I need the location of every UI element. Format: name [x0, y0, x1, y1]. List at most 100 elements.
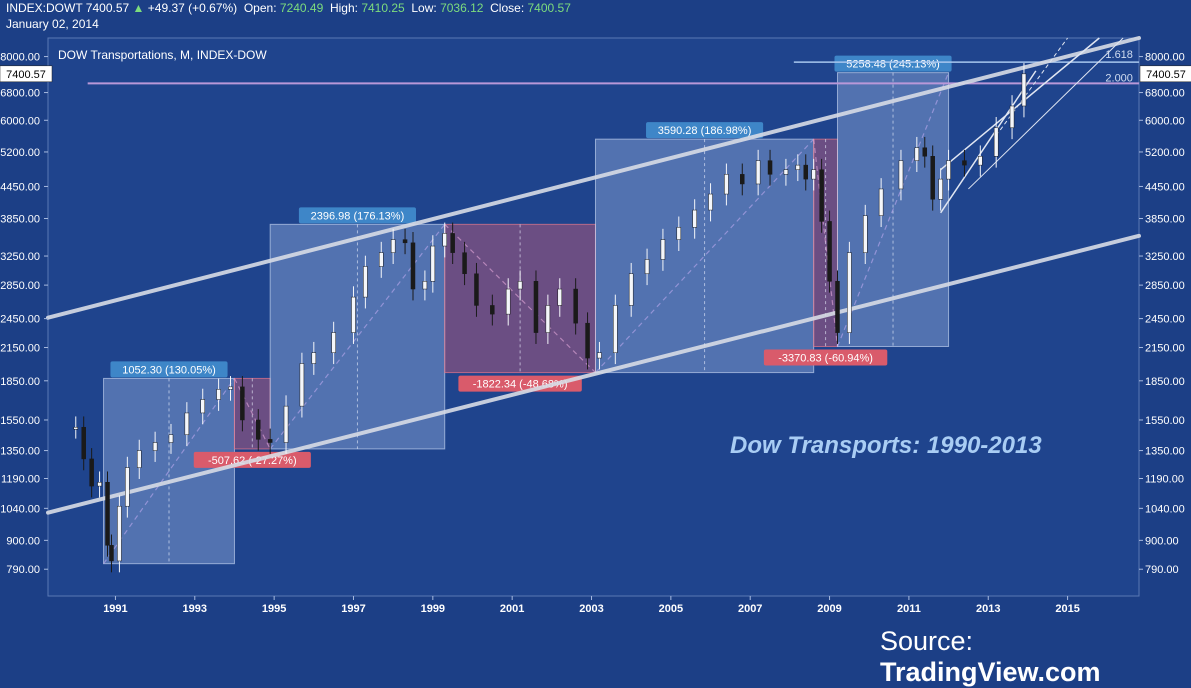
low-label: Low:: [411, 1, 437, 15]
measurement-label-2: 2396.98 (176.13%): [311, 210, 405, 222]
price-bar: [724, 174, 729, 195]
y-tick-label-right: 790.00: [1145, 564, 1179, 576]
measurement-diagonal-0: [103, 378, 235, 565]
price-bar: [557, 288, 563, 306]
y-tick-label-right: 1190.00: [1145, 474, 1184, 486]
price-bar: [390, 239, 396, 253]
price-bar: [490, 305, 495, 315]
price-bar: [125, 467, 130, 507]
plot-area: [47, 37, 1140, 597]
price-chart[interactable]: 1052.30 (130.05%)-507.62 (-27.27%)2396.9…: [0, 0, 1191, 668]
price-bar: [930, 156, 935, 200]
price-bar: [240, 386, 245, 421]
price-bar: [585, 322, 590, 359]
open-label: Open:: [243, 1, 277, 15]
price-bar: [878, 188, 884, 216]
measurement-label-0: 1052.30 (130.05%): [122, 364, 216, 376]
price-bar: [827, 221, 832, 282]
price-bar: [105, 482, 110, 546]
y-tick-label-left: 4450.00: [0, 181, 40, 193]
measurement-box-2: [269, 223, 446, 450]
price-bar: [573, 288, 578, 324]
price-bar: [363, 266, 368, 298]
price-bar: [676, 227, 682, 240]
y-tick-label-right: 1850.00: [1145, 376, 1185, 388]
price-bar: [283, 405, 289, 443]
price-bar: [410, 242, 416, 290]
price-bar: [216, 389, 221, 400]
x-tick-label: 2011: [897, 603, 921, 615]
price-bar: [644, 259, 650, 275]
x-tick-label: 1997: [341, 603, 365, 615]
price-bar: [978, 156, 983, 166]
y-tick-label-right: 4450.00: [1145, 181, 1185, 193]
y-tick-label-left: 6800.00: [0, 88, 40, 100]
price-bar: [117, 505, 122, 562]
y-tick-label-left: 1850.00: [0, 376, 40, 388]
price-bar: [811, 169, 816, 180]
price-bar: [228, 386, 233, 390]
source-label: Source:: [880, 626, 974, 656]
price-bar: [267, 439, 273, 443]
price-bar: [613, 305, 618, 353]
y-tick-label-left: 6000.00: [0, 115, 40, 127]
measurement-label-bg-5: [763, 349, 888, 366]
price-bar: [795, 164, 801, 170]
price-bar: [299, 363, 305, 407]
y-tick-label-right: 5200.00: [1145, 147, 1185, 159]
price-bar: [803, 164, 808, 180]
price-bar: [692, 209, 697, 228]
x-tick-label: 2015: [1055, 603, 1079, 615]
x-tick-label: 1999: [421, 603, 445, 615]
wedge-upper: [940, 37, 1100, 171]
x-tick-label: 1991: [103, 603, 127, 615]
x-tick-label: 2001: [500, 603, 524, 615]
price-bar: [379, 252, 384, 267]
price-bar: [922, 147, 928, 157]
price-bar: [847, 252, 852, 333]
price-bar: [200, 399, 205, 414]
measurement-label-6: 5258.48 (245.13%): [846, 59, 940, 71]
y-tick-label-right: 1550.00: [1145, 415, 1185, 427]
price-bar: [946, 160, 951, 180]
measurement-label-bg-4: [646, 122, 764, 139]
price-bar: [442, 233, 447, 247]
price-bar: [660, 239, 666, 260]
price-bar: [168, 434, 174, 443]
x-tick-label: 1995: [262, 603, 286, 615]
price-bar: [545, 305, 551, 333]
y-tick-label-right: 8000.00: [1145, 52, 1185, 64]
last-price-marker-1: 7400.57: [1146, 69, 1186, 81]
price-bar: [783, 169, 789, 175]
x-tick-label: 2007: [738, 603, 762, 615]
y-tick-label-left: 1040.00: [0, 503, 40, 515]
y-tick-label-left: 1550.00: [0, 415, 40, 427]
fib-label-0: 1.618: [1105, 49, 1133, 61]
price-bar: [402, 239, 408, 244]
y-tick-label-left: 3850.00: [0, 214, 40, 226]
measurement-label-bg-0: [110, 361, 228, 378]
low-value: 7036.12: [440, 1, 484, 15]
y-tick-label-right: 2150.00: [1145, 343, 1185, 355]
price-bar: [474, 273, 479, 306]
price-bar: [938, 178, 943, 200]
price-bar: [430, 245, 436, 282]
y-tick-label-left: 2450.00: [0, 314, 40, 326]
price-bar: [914, 147, 920, 161]
y-tick-label-left: 3250.00: [0, 251, 40, 263]
channel-line-upper: [46, 36, 1141, 320]
price-bar: [962, 160, 967, 166]
price-bar: [184, 412, 190, 435]
price-bar: [1021, 73, 1027, 107]
price-bar: [462, 252, 467, 275]
measurement-label-4: 3590.28 (186.98%): [658, 125, 752, 137]
y-tick-label-left: 8000.00: [0, 52, 40, 64]
price-change: +49.37 (+0.67%): [147, 1, 238, 15]
y-tick-label-right: 900.00: [1145, 535, 1179, 547]
header-date: January 02, 2014: [6, 17, 99, 31]
last-price-marker-bg-1: [1139, 65, 1191, 83]
y-tick-label-left: 1350.00: [0, 446, 40, 458]
channel-line-lower: [46, 233, 1141, 515]
price-bar: [256, 419, 261, 440]
price-bar: [331, 332, 336, 353]
